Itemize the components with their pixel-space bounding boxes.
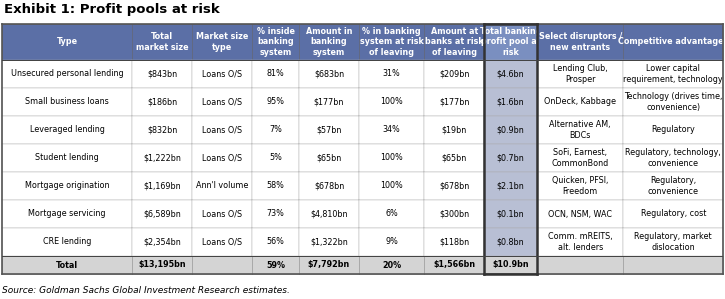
Text: Loans O/S: Loans O/S (202, 126, 242, 135)
Text: $177bn: $177bn (439, 97, 469, 106)
Text: % in banking
system at risk
of leaving: % in banking system at risk of leaving (360, 28, 423, 57)
Text: OCN, NSM, WAC: OCN, NSM, WAC (548, 210, 612, 219)
Text: Regulatory, market
dislocation: Regulatory, market dislocation (634, 233, 712, 251)
Text: $10.9bn: $10.9bn (492, 260, 529, 269)
Text: 9%: 9% (385, 237, 398, 246)
Text: 100%: 100% (380, 97, 403, 106)
Text: Source: Goldman Sachs Global Investment Research estimates.: Source: Goldman Sachs Global Investment … (2, 286, 290, 295)
Text: $300bn: $300bn (439, 210, 469, 219)
Text: $2.1bn: $2.1bn (497, 181, 524, 190)
Text: $678bn: $678bn (439, 181, 469, 190)
Text: $843bn: $843bn (147, 69, 178, 79)
Text: Select disruptors /
new entrants: Select disruptors / new entrants (539, 33, 622, 51)
Text: 100%: 100% (380, 181, 403, 190)
Text: Mortgage origination: Mortgage origination (25, 181, 109, 190)
Text: Total banking
profit pool at
risk: Total banking profit pool at risk (480, 28, 542, 57)
Text: $0.8bn: $0.8bn (497, 237, 524, 246)
Text: $6,589bn: $6,589bn (144, 210, 181, 219)
Text: $4,810bn: $4,810bn (310, 210, 348, 219)
Text: 100%: 100% (380, 153, 403, 162)
Text: 6%: 6% (385, 210, 398, 219)
Text: Lower capital
requirement, technology: Lower capital requirement, technology (624, 65, 723, 83)
Text: $13,195bn: $13,195bn (138, 260, 186, 269)
Text: 59%: 59% (266, 260, 285, 269)
Text: $65bn: $65bn (442, 153, 467, 162)
Text: Leveraged lending: Leveraged lending (30, 126, 104, 135)
Text: $1,222bn: $1,222bn (144, 153, 181, 162)
Text: Technology (drives time,
convenience): Technology (drives time, convenience) (624, 92, 722, 112)
Text: $209bn: $209bn (439, 69, 469, 79)
Text: Exhibit 1: Profit pools at risk: Exhibit 1: Profit pools at risk (4, 3, 220, 16)
Text: Type: Type (57, 37, 78, 47)
Text: % inside
banking
system: % inside banking system (257, 28, 294, 57)
Text: Regulatory: Regulatory (651, 126, 695, 135)
Text: Total
market size: Total market size (136, 33, 188, 51)
Text: $0.9bn: $0.9bn (497, 126, 524, 135)
Text: Amount at
banks at risk
of leaving: Amount at banks at risk of leaving (425, 28, 484, 57)
Text: Loans O/S: Loans O/S (202, 69, 242, 79)
Text: 81%: 81% (267, 69, 284, 79)
Text: Regulatory,
convenience: Regulatory, convenience (647, 176, 699, 196)
Text: $1.6bn: $1.6bn (497, 97, 524, 106)
Text: $57bn: $57bn (316, 126, 341, 135)
Text: Lending Club,
Prosper: Lending Club, Prosper (553, 65, 608, 83)
Text: Mortgage servicing: Mortgage servicing (28, 210, 106, 219)
Text: Student lending: Student lending (36, 153, 99, 162)
Text: $65bn: $65bn (316, 153, 341, 162)
Text: $0.1bn: $0.1bn (497, 210, 524, 219)
Text: $1,322bn: $1,322bn (310, 237, 348, 246)
Text: Loans O/S: Loans O/S (202, 153, 242, 162)
Text: Competitive advantage?: Competitive advantage? (618, 37, 725, 47)
Text: 58%: 58% (267, 181, 285, 190)
Text: 34%: 34% (383, 126, 400, 135)
Text: OnDeck, Kabbage: OnDeck, Kabbage (544, 97, 616, 106)
Text: $1,566bn: $1,566bn (433, 260, 475, 269)
Text: Quicken, PFSI,
Freedom: Quicken, PFSI, Freedom (552, 176, 608, 196)
Text: $177bn: $177bn (314, 97, 344, 106)
Text: $186bn: $186bn (147, 97, 178, 106)
Text: $7,792bn: $7,792bn (308, 260, 350, 269)
Text: Small business loans: Small business loans (25, 97, 109, 106)
Text: $1,169bn: $1,169bn (144, 181, 181, 190)
Text: $683bn: $683bn (314, 69, 344, 79)
Text: Unsecured personal lending: Unsecured personal lending (11, 69, 123, 79)
Text: $118bn: $118bn (439, 237, 469, 246)
Text: $0.7bn: $0.7bn (497, 153, 524, 162)
Text: Amount in
banking
system: Amount in banking system (306, 28, 352, 57)
Text: Loans O/S: Loans O/S (202, 210, 242, 219)
Text: 73%: 73% (267, 210, 285, 219)
Text: Total: Total (56, 260, 78, 269)
Text: $2,354bn: $2,354bn (144, 237, 181, 246)
Text: $832bn: $832bn (147, 126, 178, 135)
Text: Comm. mREITS,
alt. lenders: Comm. mREITS, alt. lenders (548, 233, 613, 251)
Text: SoFi, Earnest,
CommonBond: SoFi, Earnest, CommonBond (552, 149, 609, 167)
Text: 31%: 31% (383, 69, 400, 79)
Text: 20%: 20% (382, 260, 401, 269)
Text: Loans O/S: Loans O/S (202, 97, 242, 106)
Text: CRE lending: CRE lending (43, 237, 91, 246)
Text: Regulatory, cost: Regulatory, cost (640, 210, 706, 219)
Text: 5%: 5% (269, 153, 282, 162)
Text: $19bn: $19bn (442, 126, 467, 135)
Text: 56%: 56% (267, 237, 285, 246)
Text: $678bn: $678bn (314, 181, 344, 190)
Text: 7%: 7% (269, 126, 282, 135)
Text: Alternative AM,
BDCs: Alternative AM, BDCs (550, 120, 611, 140)
Text: Ann'l volume: Ann'l volume (196, 181, 249, 190)
Text: Market size
type: Market size type (196, 33, 249, 51)
Text: 95%: 95% (267, 97, 285, 106)
Text: Loans O/S: Loans O/S (202, 237, 242, 246)
Text: Regulatory, technology,
convenience: Regulatory, technology, convenience (626, 149, 721, 167)
Text: $4.6bn: $4.6bn (497, 69, 524, 79)
